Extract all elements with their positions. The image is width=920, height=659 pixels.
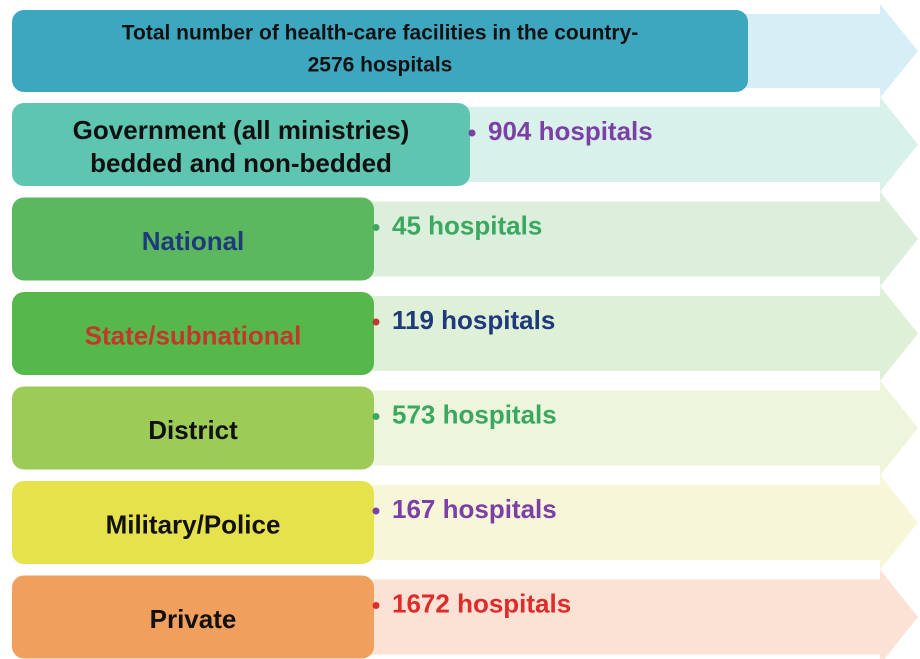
bullet (372, 224, 380, 231)
bullet (372, 507, 380, 515)
category-label: National (142, 226, 245, 256)
arrow (458, 97, 918, 192)
hospital-count: 167 hospitals (392, 494, 557, 524)
hospital-count: 45 hospitals (392, 210, 542, 240)
category-label: State/subnational (85, 320, 302, 350)
hospital-count: 904 hospitals (488, 116, 653, 146)
title-box (12, 10, 748, 92)
bullet (372, 602, 380, 609)
category-box (12, 386, 374, 470)
title-line: Total number of health-care facilities i… (122, 22, 639, 45)
arrow (362, 569, 918, 659)
category-label: Military/Police (106, 509, 281, 539)
bullet (372, 413, 380, 420)
arrow (362, 191, 918, 287)
bullet (372, 318, 380, 326)
hospital-count: 119 hospitals (392, 305, 555, 335)
arrow (700, 4, 918, 98)
category-label: Government (all ministries) (73, 115, 410, 145)
category-label: Private (150, 604, 237, 634)
arrow (362, 380, 918, 476)
hospital-count: 1672 hospitals (392, 588, 571, 618)
category-box (12, 197, 374, 281)
category-label: bedded and non-bedded (90, 148, 392, 178)
arrow (362, 286, 918, 381)
category-label: District (148, 415, 238, 445)
hospital-count: 573 hospitals (392, 399, 557, 429)
title-line: 2576 hospitals (308, 54, 453, 77)
bullet (468, 129, 476, 137)
arrow (362, 475, 918, 570)
category-box (12, 292, 374, 375)
category-box (12, 481, 374, 564)
category-box (12, 575, 374, 659)
category-box (12, 103, 470, 186)
